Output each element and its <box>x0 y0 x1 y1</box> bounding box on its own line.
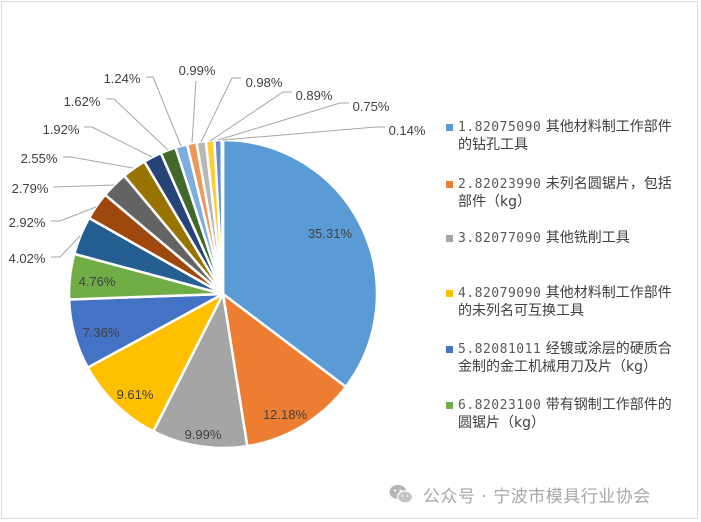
legend-label: 圆锯片（kg） <box>458 415 545 431</box>
legend-label: 带有钢制工作部件的 <box>545 397 672 413</box>
data-label: 9.61% <box>117 387 154 402</box>
pie-slices <box>67 138 379 450</box>
data-label: 2.79% <box>12 181 49 196</box>
data-label: 1.92% <box>43 122 80 137</box>
legend-label: 金制的金工机械用刀及片（kg） <box>458 359 657 375</box>
legend-code: 1.82075090 <box>458 120 542 135</box>
pie-slice <box>221 138 379 389</box>
pie-slice <box>220 138 225 296</box>
legend-label: 的钻孔工具 <box>458 137 528 153</box>
data-label: 35.31% <box>308 226 353 241</box>
legend-swatch <box>446 124 453 131</box>
legend-label: 其他铣削工具 <box>545 230 630 246</box>
leader-lines <box>51 76 385 258</box>
data-label: 4.76% <box>79 274 116 289</box>
legend-swatch <box>446 181 453 188</box>
data-label: 0.89% <box>296 88 333 103</box>
legend-label: 部件（kg） <box>458 194 531 210</box>
data-label: 1.62% <box>64 94 101 109</box>
legend-code: 4.82079090 <box>458 286 542 301</box>
legend-label: 未列名圆锯片，包括 <box>545 176 672 192</box>
data-label: 7.36% <box>83 325 120 340</box>
legend-code: 3.82077090 <box>458 231 542 246</box>
data-label: 2.55% <box>21 151 58 166</box>
legend-label: 其他材料制工作部件 <box>545 119 672 135</box>
legend-code: 2.82023990 <box>458 177 542 192</box>
data-label: 2.92% <box>9 215 46 230</box>
data-label: 0.75% <box>353 99 390 114</box>
legend-code: 6.82023100 <box>458 398 542 413</box>
data-label: 0.99% <box>179 63 216 78</box>
legend-label: 其他材料制工作部件 <box>545 285 672 301</box>
pie-slice <box>86 292 225 433</box>
legend-swatch <box>446 402 453 409</box>
data-label: 12.18% <box>263 407 308 422</box>
legend-label: 经镀或涂层的硬质合 <box>545 341 672 357</box>
pie-slice <box>152 292 249 450</box>
data-label: 4.02% <box>9 251 46 266</box>
legend-label: 的未列名可互换工具 <box>458 303 584 319</box>
legend-swatch <box>446 290 453 297</box>
watermark: 公众号 · 宁波市模具行业协会 <box>389 482 651 507</box>
data-label: 0.98% <box>246 75 283 90</box>
legend-swatch <box>446 235 453 242</box>
pie-slice <box>221 292 348 448</box>
legend-code: 5.82081011 <box>458 342 542 357</box>
data-label: 0.14% <box>389 123 426 138</box>
data-label: 1.24% <box>104 71 141 86</box>
data-label: 9.99% <box>185 427 222 442</box>
wechat-icon <box>389 484 414 504</box>
legend-swatch <box>446 346 453 353</box>
watermark-text: 公众号 · 宁波市模具行业协会 <box>423 486 651 507</box>
